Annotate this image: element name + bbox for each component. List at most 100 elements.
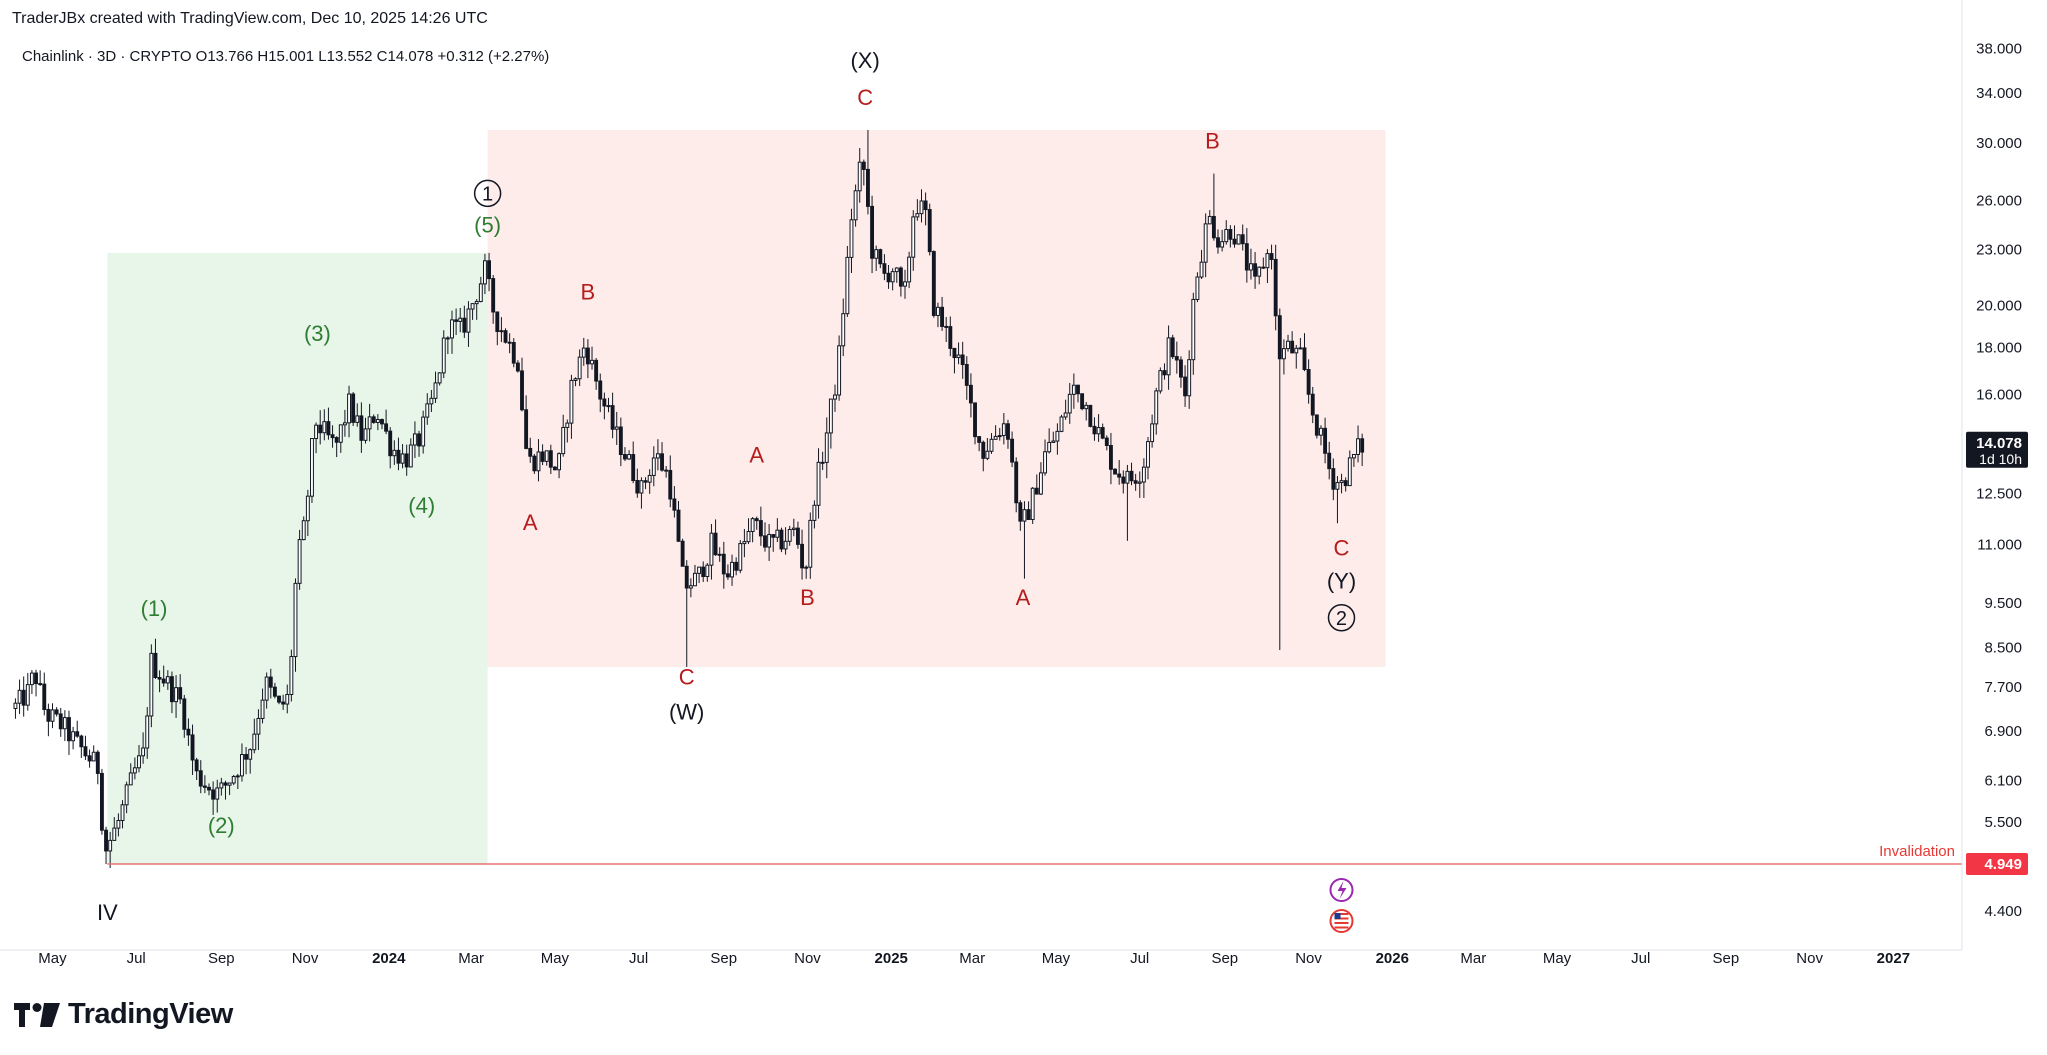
candles-layer — [13, 130, 1365, 868]
candle-body — [223, 782, 228, 786]
wave-label: (4) — [408, 493, 435, 518]
tradingview-brand[interactable]: TradingView — [14, 998, 233, 1031]
candle-body — [1281, 348, 1286, 360]
price-tick-label: 18.000 — [1976, 339, 2022, 356]
candle — [157, 670, 162, 693]
event-markers — [1329, 878, 1354, 933]
candle-body — [1216, 237, 1220, 248]
candle — [334, 436, 339, 458]
publisher-caption: TraderJBx created with TradingView.com, … — [12, 10, 488, 27]
symbol-info-bar: Chainlink · 3D · CRYPTO O13.766 H15.001 … — [22, 48, 549, 65]
candle-body — [392, 449, 397, 457]
candle-body — [235, 775, 240, 778]
candle — [116, 813, 121, 837]
candle-body — [861, 161, 866, 170]
candle-body — [174, 687, 179, 703]
price-tick-label: 12.500 — [1976, 485, 2022, 502]
time-tick-label: Sep — [208, 950, 235, 967]
candle — [590, 346, 594, 370]
candle-body — [1014, 461, 1019, 504]
wave-label: C — [679, 665, 695, 690]
candle — [1273, 244, 1278, 331]
red-zone — [487, 130, 1386, 667]
candle — [1162, 363, 1167, 380]
candle-body — [602, 398, 607, 407]
candle-body — [1030, 487, 1035, 520]
candle — [91, 745, 96, 762]
candle — [594, 358, 599, 390]
wave-label: B — [580, 279, 595, 304]
candle — [1228, 225, 1233, 248]
candle-body — [75, 731, 80, 737]
candle-body — [1108, 445, 1113, 470]
us-flag-canton — [1334, 913, 1341, 919]
candle — [487, 252, 491, 292]
candle — [577, 349, 582, 387]
candle — [256, 709, 261, 751]
candle — [1240, 224, 1245, 251]
candle — [342, 409, 347, 437]
candle — [1051, 431, 1056, 443]
candle-body — [1158, 370, 1163, 392]
candle — [268, 668, 273, 699]
candle-body — [532, 455, 537, 472]
candle-body — [1117, 473, 1122, 478]
candle — [623, 447, 627, 462]
candle — [99, 768, 104, 835]
candle — [1141, 458, 1146, 498]
candle — [58, 707, 63, 737]
invalidation-badge — [1966, 853, 2028, 875]
candle — [25, 672, 30, 711]
candle — [882, 254, 887, 281]
candle — [828, 398, 833, 449]
candle — [1055, 423, 1060, 455]
candle — [34, 669, 38, 697]
candle-body — [272, 686, 277, 697]
candle-body — [524, 409, 529, 449]
candle — [746, 518, 751, 545]
candle — [1199, 249, 1204, 280]
time-axis: May Jul Sep Nov 2024 Mar May Jul Sep Nov 2025 Mar Ma… — [0, 949, 1962, 967]
candle — [635, 468, 640, 498]
candle — [1339, 473, 1344, 494]
candle — [293, 578, 298, 672]
candle-body — [606, 405, 611, 408]
candle-body — [1327, 452, 1332, 470]
candle-body — [305, 495, 310, 522]
time-tick-label: 2025 — [875, 950, 908, 967]
candle-body — [99, 772, 104, 831]
candle-body — [207, 786, 211, 791]
candle — [837, 335, 842, 401]
candle — [515, 360, 520, 373]
candle-body — [923, 200, 928, 211]
time-tick-label: May — [1042, 950, 1071, 967]
candle-body — [338, 424, 343, 443]
candle — [499, 317, 504, 343]
candle — [482, 253, 487, 295]
candle-body — [322, 421, 327, 434]
candle — [1195, 272, 1200, 303]
price-chart[interactable]: Invalidation IV (1) (2) (3) (4) (5) 1 A B C (W) A B C… — [0, 0, 2047, 1000]
wave-label: A — [749, 443, 764, 468]
candle-body — [132, 767, 137, 774]
candle — [1084, 402, 1089, 421]
candle — [289, 649, 294, 702]
candle — [680, 538, 685, 567]
time-tick-label: 2027 — [1877, 950, 1910, 967]
candle-body — [1137, 481, 1142, 484]
candle — [380, 418, 384, 430]
candle-body — [927, 209, 932, 253]
candle — [408, 438, 413, 468]
candle — [783, 527, 788, 555]
candle-body — [1314, 414, 1319, 436]
price-tick-label: 4.400 — [1984, 903, 2022, 920]
candle-body — [38, 683, 43, 686]
candle — [347, 385, 351, 438]
candle-body — [445, 337, 450, 340]
candle-body — [730, 561, 734, 578]
candle-body — [417, 433, 421, 447]
candle-body — [1310, 393, 1315, 416]
time-tick-label: Nov — [292, 950, 319, 967]
candle-body — [1018, 502, 1023, 522]
candle-body — [1092, 425, 1097, 435]
